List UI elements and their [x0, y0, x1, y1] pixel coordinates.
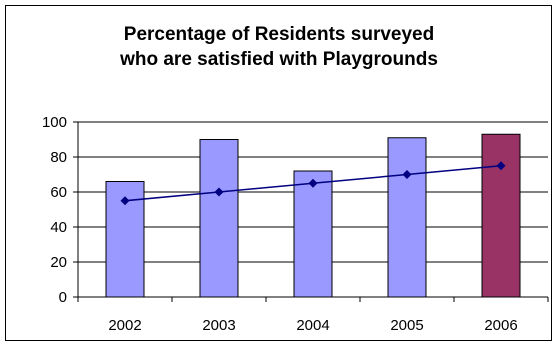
y-tick-label: 20 [50, 254, 67, 271]
x-tick-label: 2006 [484, 317, 517, 334]
bar-2006 [481, 133, 521, 298]
x-tick-label: 2002 [108, 317, 141, 334]
chart-title-line-1: Percentage of Residents surveyed [123, 24, 435, 45]
x-tick-label: 2003 [202, 317, 235, 334]
y-tick-label: 80 [50, 149, 67, 166]
bar-2005 [387, 137, 427, 298]
x-tick-label: 2005 [390, 317, 423, 334]
chart-frame [5, 5, 552, 341]
line-marker-2002 [120, 196, 130, 206]
line-marker-2003 [214, 187, 224, 197]
y-tick-label: 100 [42, 114, 67, 131]
chart-title: Percentage of Residents surveyed who are… [0, 22, 558, 72]
bar-2003 [199, 139, 239, 298]
y-tick-label: 60 [50, 184, 67, 201]
line-marker-2006 [496, 161, 506, 171]
line-marker-2004 [308, 178, 318, 188]
line-marker-2005 [402, 170, 412, 179]
bar-2004 [293, 170, 333, 298]
x-tick-label: 2004 [296, 317, 329, 334]
chart-title-line-2: who are satisfied with Playgrounds [120, 49, 438, 70]
y-tick-label: 40 [50, 219, 67, 236]
y-tick-label: 0 [59, 289, 67, 306]
